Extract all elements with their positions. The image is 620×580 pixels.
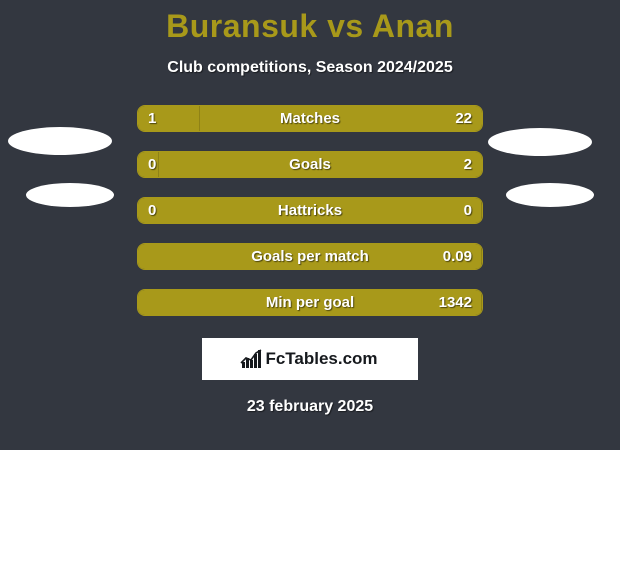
chart-icon [242, 350, 261, 368]
stat-left-value: 1 [148, 110, 156, 127]
stat-left-value: 0 [148, 202, 156, 219]
page-title: Buransuk vs Anan [0, 0, 620, 45]
stat-row-goals: 0 Goals 2 [137, 151, 483, 178]
stat-right-value: 2 [464, 156, 472, 173]
player-left-ellipse-1 [8, 127, 112, 155]
stat-bars: 1 Matches 22 0 Goals 2 0 Hattricks 0 [137, 105, 483, 316]
stat-label: Goals [289, 156, 331, 173]
stat-right-value: 0.09 [443, 248, 472, 265]
player-right-ellipse-2 [506, 183, 594, 207]
bar-fill-right [200, 106, 482, 131]
stat-label: Matches [280, 110, 340, 127]
player-left-ellipse-2 [26, 183, 114, 207]
subtitle: Club competitions, Season 2024/2025 [0, 59, 620, 77]
stat-label: Hattricks [278, 202, 342, 219]
stat-left-value: 0 [148, 156, 156, 173]
stat-row-min-per-goal: Min per goal 1342 [137, 289, 483, 316]
stat-right-value: 0 [464, 202, 472, 219]
player-right-ellipse-1 [488, 128, 592, 156]
stat-row-hattricks: 0 Hattricks 0 [137, 197, 483, 224]
stat-label: Min per goal [266, 294, 354, 311]
comparison-panel: Buransuk vs Anan Club competitions, Seas… [0, 0, 620, 450]
brand-text: FcTables.com [265, 349, 377, 369]
stat-row-matches: 1 Matches 22 [137, 105, 483, 132]
stat-row-goals-per-match: Goals per match 0.09 [137, 243, 483, 270]
stat-right-value: 22 [455, 110, 472, 127]
stat-right-value: 1342 [439, 294, 472, 311]
stat-label: Goals per match [251, 248, 369, 265]
date-text: 23 february 2025 [0, 398, 620, 416]
brand-box: FcTables.com [202, 338, 418, 380]
stage: 1 Matches 22 0 Goals 2 0 Hattricks 0 [0, 105, 620, 416]
